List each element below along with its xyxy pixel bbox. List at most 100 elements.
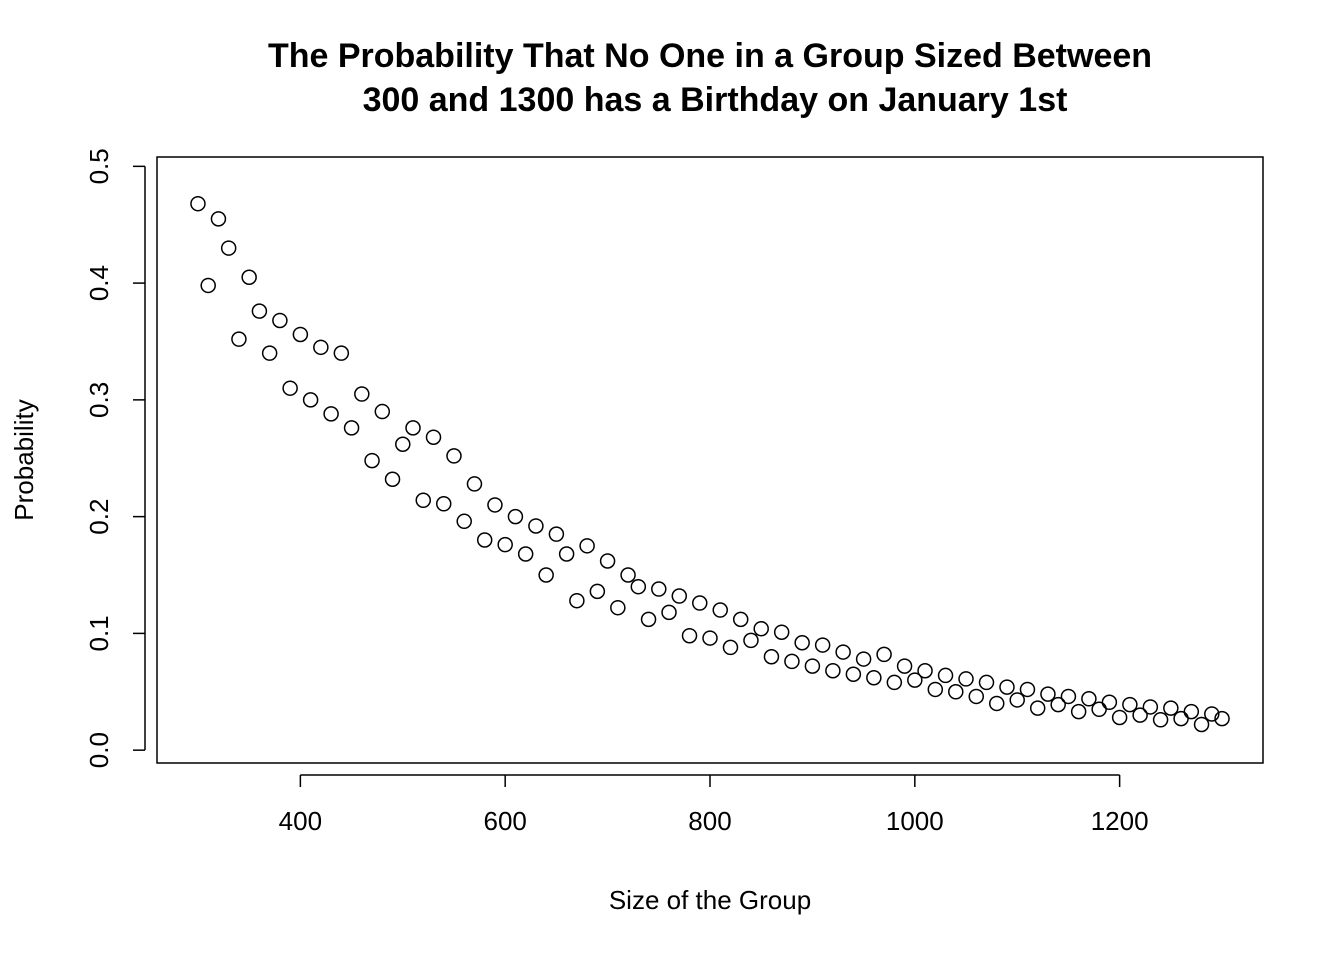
y-tick-label: 0.1 bbox=[84, 615, 114, 651]
point bbox=[517, 546, 534, 562]
point bbox=[558, 546, 575, 562]
point bbox=[1111, 709, 1128, 726]
point bbox=[1132, 707, 1148, 723]
x-tick-label: 1000 bbox=[886, 806, 944, 836]
point bbox=[589, 583, 606, 600]
point bbox=[313, 339, 329, 356]
y-tick-label: 0.2 bbox=[84, 499, 114, 535]
point bbox=[1101, 694, 1118, 711]
point bbox=[937, 667, 954, 684]
point bbox=[886, 674, 903, 691]
point bbox=[487, 497, 503, 513]
point bbox=[261, 345, 278, 361]
x-tick-label: 400 bbox=[279, 806, 322, 836]
point bbox=[958, 671, 974, 687]
point bbox=[200, 277, 216, 294]
y-axis-label: Probability bbox=[9, 399, 39, 520]
point bbox=[528, 518, 544, 534]
point bbox=[1081, 691, 1097, 707]
point bbox=[323, 406, 339, 422]
y-tick-label: 0.0 bbox=[84, 732, 114, 768]
point bbox=[354, 386, 370, 402]
point bbox=[722, 639, 739, 656]
point bbox=[374, 403, 391, 420]
point bbox=[569, 592, 585, 609]
point bbox=[681, 627, 698, 644]
point bbox=[425, 429, 442, 445]
point bbox=[220, 240, 237, 256]
point bbox=[620, 567, 636, 583]
point bbox=[630, 578, 647, 595]
point bbox=[763, 648, 780, 665]
point bbox=[712, 602, 728, 618]
point bbox=[1070, 703, 1087, 720]
point bbox=[1173, 710, 1189, 727]
point bbox=[1060, 688, 1077, 705]
point bbox=[1193, 716, 1210, 733]
point bbox=[231, 331, 247, 347]
point bbox=[835, 644, 851, 660]
plot-frame bbox=[156, 156, 1264, 764]
point bbox=[610, 599, 626, 616]
x-axis-label: Size of the Group bbox=[609, 885, 811, 915]
point bbox=[1163, 700, 1179, 716]
point bbox=[1029, 700, 1046, 716]
x-tick-label: 600 bbox=[483, 806, 526, 836]
point bbox=[732, 611, 749, 628]
point bbox=[210, 211, 227, 227]
point bbox=[784, 653, 800, 670]
point bbox=[497, 536, 513, 553]
point bbox=[876, 646, 892, 663]
point bbox=[1183, 703, 1200, 720]
point bbox=[640, 611, 657, 628]
point bbox=[302, 392, 319, 408]
point bbox=[599, 553, 616, 569]
point bbox=[1009, 692, 1025, 708]
point bbox=[692, 595, 708, 611]
point bbox=[251, 303, 268, 319]
point bbox=[753, 620, 769, 637]
point bbox=[446, 448, 462, 464]
point bbox=[804, 658, 821, 674]
point bbox=[333, 345, 350, 361]
x-tick-label: 1200 bbox=[1091, 806, 1149, 836]
point bbox=[190, 195, 206, 212]
point bbox=[1091, 701, 1107, 718]
point bbox=[405, 420, 421, 436]
point bbox=[1122, 696, 1138, 713]
point bbox=[896, 658, 913, 674]
point bbox=[794, 634, 810, 651]
point bbox=[907, 672, 923, 688]
point bbox=[282, 380, 298, 396]
point bbox=[466, 476, 483, 492]
point bbox=[1152, 712, 1169, 728]
point bbox=[1204, 706, 1220, 722]
point bbox=[917, 663, 933, 679]
point bbox=[845, 666, 862, 683]
point bbox=[978, 674, 995, 691]
point bbox=[855, 651, 872, 667]
point bbox=[661, 604, 677, 621]
point bbox=[999, 679, 1015, 695]
chart-title: The Probability That No One in a Group S… bbox=[268, 37, 1152, 75]
point bbox=[292, 326, 309, 343]
point bbox=[1040, 686, 1056, 702]
point bbox=[395, 436, 411, 452]
point bbox=[927, 681, 944, 698]
point bbox=[773, 624, 790, 640]
y-tick-label: 0.3 bbox=[84, 382, 114, 418]
point bbox=[415, 492, 432, 509]
point bbox=[651, 581, 667, 597]
point bbox=[579, 538, 595, 554]
point bbox=[241, 269, 257, 286]
point bbox=[1019, 681, 1036, 698]
point bbox=[272, 312, 288, 329]
point bbox=[507, 508, 524, 525]
point bbox=[476, 532, 493, 548]
x-tick-label: 800 bbox=[688, 806, 731, 836]
point bbox=[825, 663, 841, 679]
point bbox=[671, 588, 688, 604]
point bbox=[435, 496, 452, 512]
chart-title: 300 and 1300 has a Birthday on January 1… bbox=[363, 81, 1068, 119]
